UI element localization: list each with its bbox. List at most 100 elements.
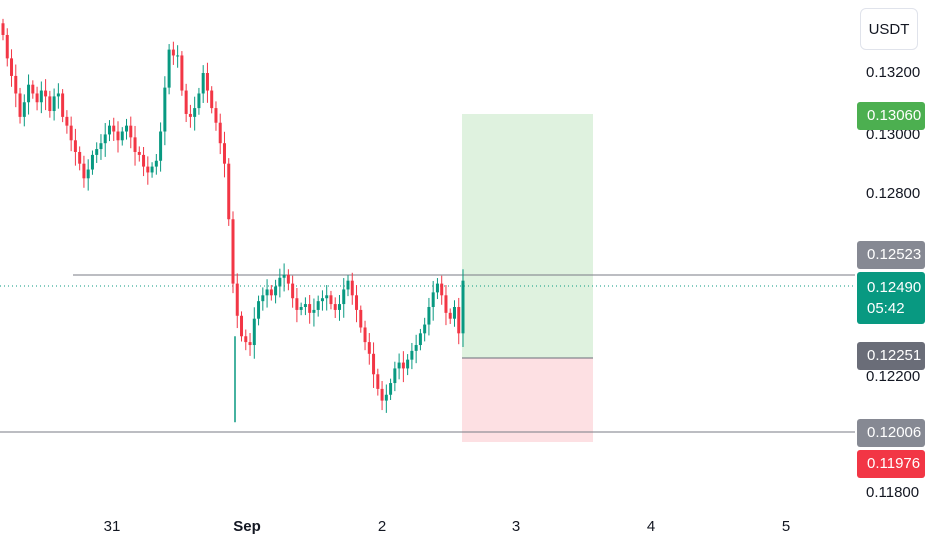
candle-body[interactable]	[265, 289, 269, 296]
candle-body[interactable]	[218, 122, 222, 144]
candle-body[interactable]	[48, 96, 52, 112]
candle-body[interactable]	[159, 131, 163, 161]
candle-body[interactable]	[452, 307, 456, 319]
candle-body[interactable]	[205, 73, 209, 91]
candle-body[interactable]	[320, 298, 324, 302]
candle-body[interactable]	[303, 304, 307, 307]
candle-body[interactable]	[150, 166, 154, 173]
candle-body[interactable]	[116, 131, 120, 141]
candle-body[interactable]	[316, 301, 320, 310]
candle-body[interactable]	[99, 143, 103, 150]
loss-zone[interactable]	[462, 358, 593, 442]
candle-body[interactable]	[269, 289, 273, 296]
candle-body[interactable]	[359, 309, 363, 328]
candle-body[interactable]	[427, 307, 431, 325]
candle-body[interactable]	[107, 125, 111, 135]
candle-body[interactable]	[261, 295, 265, 302]
candle-body[interactable]	[5, 34, 9, 59]
candle-body[interactable]	[286, 274, 290, 284]
candle-body[interactable]	[346, 280, 350, 290]
candle-body[interactable]	[163, 87, 167, 132]
candle-body[interactable]	[231, 219, 235, 284]
candle-body[interactable]	[406, 359, 410, 369]
currency-selector-button[interactable]: USDT	[860, 8, 918, 50]
profit-zone[interactable]	[462, 114, 593, 358]
candle-body[interactable]	[180, 55, 184, 91]
candle-body[interactable]	[350, 280, 354, 296]
candle-body[interactable]	[367, 342, 371, 354]
candle-body[interactable]	[14, 75, 18, 94]
candle-body[interactable]	[201, 73, 205, 94]
candle-body[interactable]	[73, 140, 77, 152]
candle-body[interactable]	[10, 58, 14, 76]
candle-body[interactable]	[146, 166, 150, 173]
candle-body[interactable]	[22, 102, 26, 117]
candle-body[interactable]	[444, 295, 448, 313]
candle-body[interactable]	[257, 301, 261, 319]
candle-body[interactable]	[35, 93, 39, 103]
candle-body[interactable]	[1, 23, 5, 35]
candle-body[interactable]	[414, 345, 418, 351]
candle-body[interactable]	[133, 137, 137, 152]
candle-body[interactable]	[112, 125, 116, 132]
candle-body[interactable]	[401, 362, 405, 369]
candle-body[interactable]	[342, 289, 346, 305]
candle-body[interactable]	[27, 84, 31, 103]
candle-body[interactable]	[329, 295, 333, 305]
candle-body[interactable]	[278, 277, 282, 287]
candle-body[interactable]	[244, 336, 248, 343]
candle-body[interactable]	[39, 90, 43, 103]
candle-body[interactable]	[227, 163, 231, 220]
candle-body[interactable]	[56, 93, 60, 97]
candle-body[interactable]	[188, 113, 192, 117]
candle-body[interactable]	[393, 368, 397, 384]
candle-body[interactable]	[440, 283, 444, 296]
candle-body[interactable]	[299, 307, 303, 310]
candle-body[interactable]	[435, 283, 439, 293]
candle-body[interactable]	[86, 169, 90, 179]
candle-body[interactable]	[193, 108, 197, 117]
candle-body[interactable]	[274, 286, 278, 296]
candle-body[interactable]	[197, 93, 201, 109]
candle-body[interactable]	[61, 93, 65, 117]
candle-body[interactable]	[333, 304, 337, 310]
candle-body[interactable]	[308, 304, 312, 313]
candle-body[interactable]	[448, 312, 452, 319]
candle-body[interactable]	[363, 327, 367, 343]
candle-body[interactable]	[69, 125, 73, 141]
candle-body[interactable]	[325, 295, 329, 299]
candle-body[interactable]	[222, 143, 226, 164]
candle-body[interactable]	[397, 362, 401, 369]
candle-body[interactable]	[176, 55, 180, 57]
candle-body[interactable]	[461, 280, 465, 334]
candle-body[interactable]	[312, 309, 316, 313]
candle-body[interactable]	[125, 125, 129, 132]
candle-body[interactable]	[252, 318, 256, 346]
candle-body[interactable]	[372, 353, 376, 375]
candle-body[interactable]	[337, 304, 341, 310]
candle-body[interactable]	[154, 160, 158, 167]
candle-body[interactable]	[248, 342, 252, 346]
candle-body[interactable]	[380, 388, 384, 401]
candle-body[interactable]	[282, 274, 286, 278]
candle-body[interactable]	[52, 96, 56, 112]
candle-body[interactable]	[295, 298, 299, 310]
candle-body[interactable]	[240, 315, 244, 337]
candle-body[interactable]	[31, 84, 35, 94]
candle-body[interactable]	[235, 283, 239, 316]
candle-body[interactable]	[137, 151, 141, 155]
candle-body[interactable]	[210, 90, 214, 109]
candle-body[interactable]	[120, 131, 124, 141]
candle-body[interactable]	[214, 108, 218, 123]
candle-body[interactable]	[65, 116, 69, 126]
candle-body[interactable]	[431, 292, 435, 307]
candle-body[interactable]	[95, 149, 99, 155]
candle-body[interactable]	[384, 394, 388, 401]
candle-body[interactable]	[457, 307, 461, 334]
candle-body[interactable]	[291, 283, 295, 299]
candle-body[interactable]	[423, 324, 427, 334]
candle-body[interactable]	[167, 49, 171, 88]
candle-body[interactable]	[44, 90, 48, 97]
candle-body[interactable]	[103, 134, 107, 144]
